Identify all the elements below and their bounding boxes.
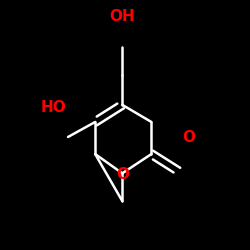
Text: OH: OH <box>110 9 135 24</box>
Text: HO: HO <box>40 100 66 114</box>
Text: O: O <box>116 167 129 182</box>
Text: O: O <box>182 130 196 145</box>
